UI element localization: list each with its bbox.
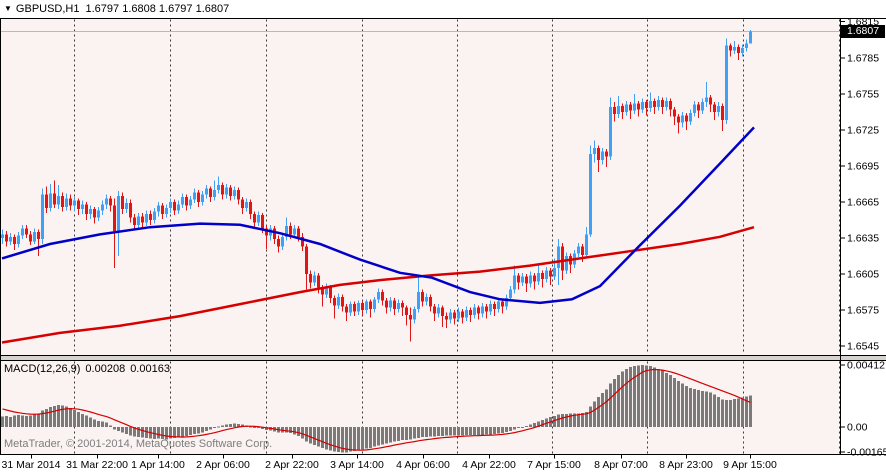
svg-text:2 Apr 22:00: 2 Apr 22:00 xyxy=(265,459,319,471)
svg-text:31 Mar 2014: 31 Mar 2014 xyxy=(2,459,61,471)
macd-main-value: 0.00208 xyxy=(85,363,126,375)
candlestick-series[interactable] xyxy=(1,30,752,342)
svg-text:1.6755: 1.6755 xyxy=(847,88,879,100)
svg-text:8 Apr 07:00: 8 Apr 07:00 xyxy=(594,459,648,471)
svg-text:4 Apr 06:00: 4 Apr 06:00 xyxy=(396,459,450,471)
svg-text:3 Apr 14:00: 3 Apr 14:00 xyxy=(330,459,384,471)
svg-text:1 Apr 14:00: 1 Apr 14:00 xyxy=(131,459,185,471)
svg-text:0.00412: 0.00412 xyxy=(847,359,885,371)
svg-text:1.6665: 1.6665 xyxy=(847,196,879,208)
svg-text:1.6785: 1.6785 xyxy=(847,52,879,64)
ma-slow-red-line xyxy=(1,225,755,344)
price-axis-labels[interactable]: 1.68151.67851.67551.67251.66951.66651.66… xyxy=(840,16,880,353)
svg-text:8 Apr 23:00: 8 Apr 23:00 xyxy=(659,459,713,471)
macd-axis-labels[interactable]: 0.00412 0.00 -0.00165 xyxy=(840,359,886,458)
svg-text:-0.00165: -0.00165 xyxy=(847,446,886,458)
svg-text:4 Apr 22:00: 4 Apr 22:00 xyxy=(462,459,516,471)
svg-text:1.6605: 1.6605 xyxy=(847,269,879,281)
svg-text:1.6575: 1.6575 xyxy=(847,305,879,317)
axes-and-borders xyxy=(0,18,886,455)
svg-text:1.6635: 1.6635 xyxy=(847,233,879,245)
current-price-marker: 1.6807 xyxy=(841,25,885,38)
svg-text:7 Apr 15:00: 7 Apr 15:00 xyxy=(527,459,581,471)
macd-name: MACD(12,26,9) xyxy=(4,363,81,375)
svg-text:1.6695: 1.6695 xyxy=(847,160,879,172)
svg-text:1.6545: 1.6545 xyxy=(847,341,879,353)
svg-text:1.6725: 1.6725 xyxy=(847,124,879,136)
macd-signal-value: 0.00163 xyxy=(130,363,170,375)
svg-text:31 Mar 22:00: 31 Mar 22:00 xyxy=(66,459,128,471)
svg-text:0.00: 0.00 xyxy=(847,422,868,434)
symbol-dropdown-icon[interactable]: ▼ xyxy=(4,4,12,13)
macd-signal-line xyxy=(2,368,751,451)
svg-text:2 Apr 06:00: 2 Apr 06:00 xyxy=(196,459,250,471)
svg-text:9 Apr 15:00: 9 Apr 15:00 xyxy=(723,459,777,471)
moving-average-lines xyxy=(1,126,755,344)
ohlc-values: 1.6797 1.6808 1.6797 1.6807 xyxy=(85,3,230,15)
ma-fast-blue-line xyxy=(1,126,755,305)
macd-indicator-pane[interactable] xyxy=(1,365,752,453)
time-axis-labels[interactable]: 31 Mar 2014 31 Mar 22:00 1 Apr 14:00 2 Apr … xyxy=(2,454,777,472)
chart-title: ▼ GBPUSD,H1 1.6797 1.6808 1.6797 1.6807 xyxy=(4,3,229,15)
macd-indicator-label: MACD(12,26,9) 0.00208 0.00163 xyxy=(4,363,175,375)
symbol-timeframe-label: GBPUSD,H1 xyxy=(15,3,80,15)
copyright-notice: MetaTrader, © 2001-2014, MetaQuotes Soft… xyxy=(4,438,273,450)
